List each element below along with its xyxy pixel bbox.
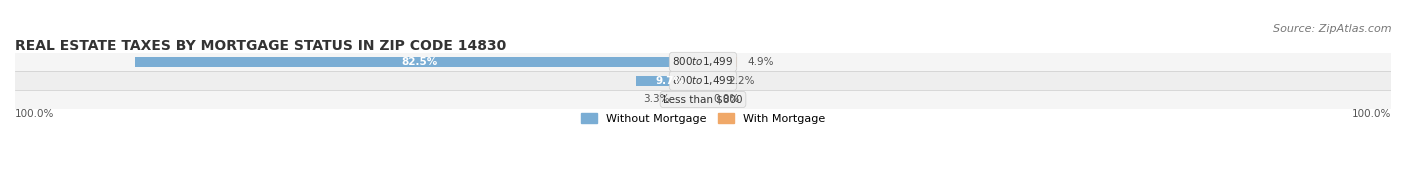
Bar bbox=[15, 90, 1391, 109]
Bar bbox=[703, 57, 737, 67]
Bar bbox=[637, 75, 703, 86]
Text: Less than $800: Less than $800 bbox=[664, 94, 742, 104]
Bar bbox=[135, 57, 703, 67]
Text: 9.7%: 9.7% bbox=[655, 76, 685, 86]
Text: 0.0%: 0.0% bbox=[713, 94, 740, 104]
Text: 4.9%: 4.9% bbox=[747, 57, 773, 67]
Text: $800 to $1,499: $800 to $1,499 bbox=[672, 55, 734, 68]
Legend: Without Mortgage, With Mortgage: Without Mortgage, With Mortgage bbox=[576, 109, 830, 129]
Text: 100.0%: 100.0% bbox=[15, 109, 55, 119]
Bar bbox=[681, 94, 703, 105]
Text: REAL ESTATE TAXES BY MORTGAGE STATUS IN ZIP CODE 14830: REAL ESTATE TAXES BY MORTGAGE STATUS IN … bbox=[15, 39, 506, 53]
Bar bbox=[15, 53, 1391, 71]
Text: 2.2%: 2.2% bbox=[728, 76, 755, 86]
Text: 100.0%: 100.0% bbox=[1351, 109, 1391, 119]
Text: $800 to $1,499: $800 to $1,499 bbox=[672, 74, 734, 87]
Bar bbox=[703, 75, 718, 86]
Text: 82.5%: 82.5% bbox=[401, 57, 437, 67]
Text: 3.3%: 3.3% bbox=[644, 94, 671, 104]
Bar bbox=[15, 71, 1391, 90]
Text: Source: ZipAtlas.com: Source: ZipAtlas.com bbox=[1274, 24, 1392, 34]
